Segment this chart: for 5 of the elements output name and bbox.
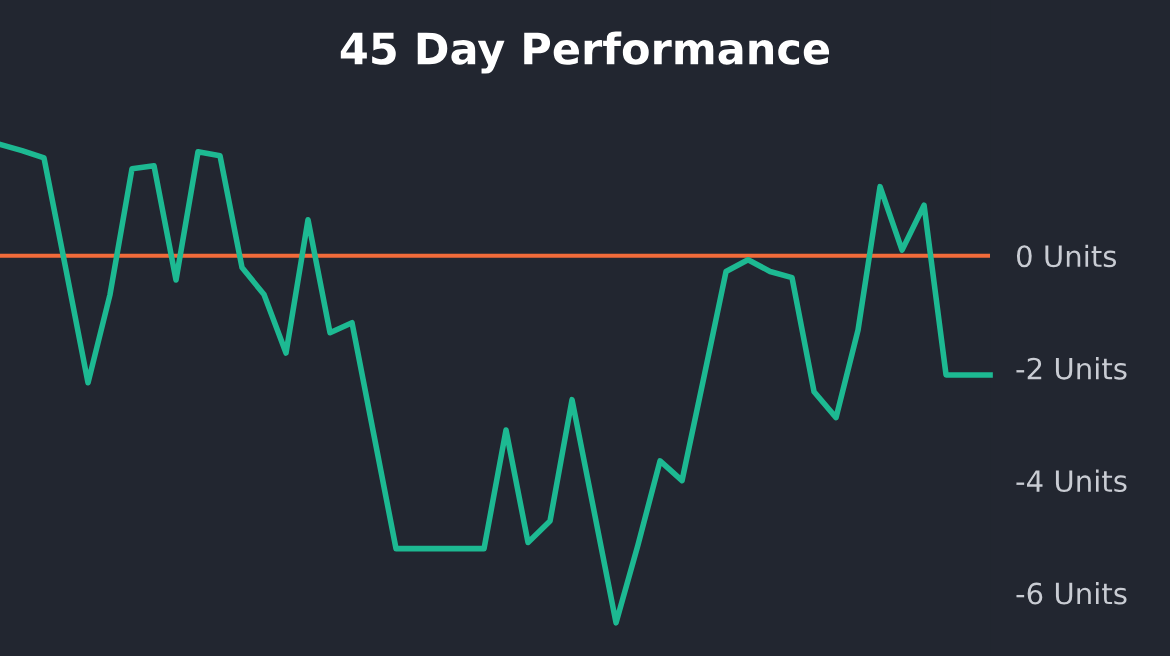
y-tick-label: -6 Units <box>1016 581 1127 605</box>
text: 45 Day Performance <box>340 31 830 74</box>
y-tick-label: 0 Units <box>1016 244 1117 268</box>
y-tick-label: -2 Units <box>1016 357 1127 380</box>
y-tick-label: -4 Units <box>1016 469 1127 493</box>
